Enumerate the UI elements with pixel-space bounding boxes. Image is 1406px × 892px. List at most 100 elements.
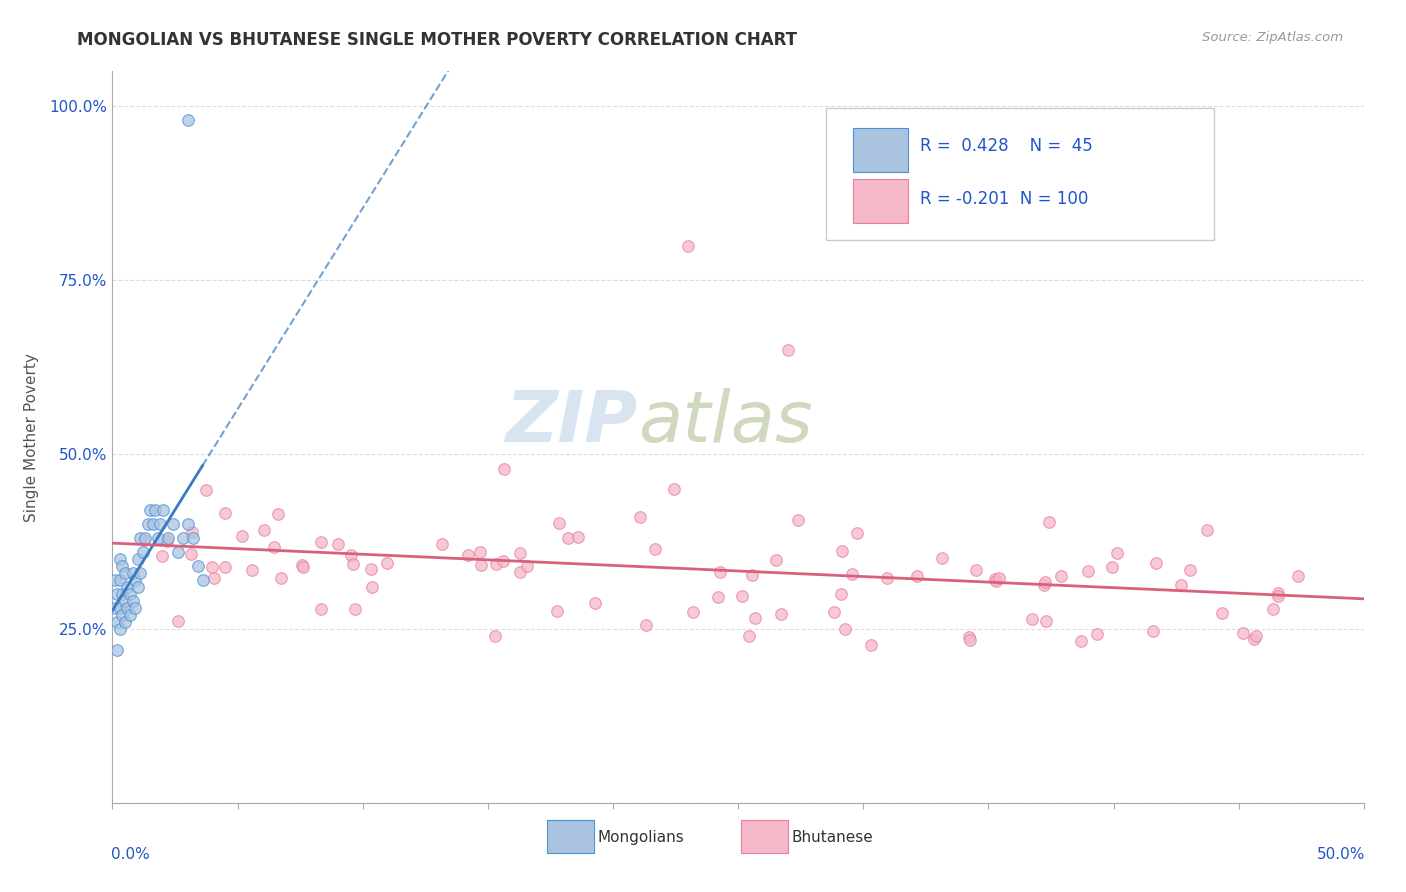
Point	[292, 560, 315, 574]
FancyBboxPatch shape	[547, 821, 595, 853]
Point	[340, 548, 363, 562]
Text: 0.0%: 0.0%	[111, 847, 150, 862]
Point	[132, 533, 155, 547]
Point	[859, 639, 882, 653]
Point	[156, 531, 179, 545]
Point	[108, 552, 131, 566]
Point	[176, 517, 198, 532]
Point	[127, 552, 149, 566]
Point	[108, 600, 131, 615]
Point	[905, 569, 928, 583]
Point	[146, 531, 169, 545]
Text: atlas: atlas	[638, 388, 813, 457]
Point	[121, 566, 143, 580]
Point	[966, 563, 988, 577]
Point	[484, 629, 506, 643]
Text: Bhutanese: Bhutanese	[792, 830, 873, 846]
Point	[1243, 632, 1265, 647]
Point	[343, 602, 366, 616]
Point	[1232, 626, 1254, 640]
Point	[191, 573, 214, 587]
Point	[149, 517, 172, 532]
Point	[1033, 575, 1056, 590]
Point	[1197, 523, 1219, 537]
Point	[987, 571, 1010, 585]
Point	[180, 547, 202, 561]
Text: MONGOLIAN VS BHUTANESE SINGLE MOTHER POVERTY CORRELATION CHART: MONGOLIAN VS BHUTANESE SINGLE MOTHER POV…	[77, 31, 797, 49]
Point	[778, 343, 800, 357]
Point	[181, 525, 204, 540]
Point	[430, 537, 453, 551]
Point	[309, 602, 332, 616]
Point	[172, 531, 194, 545]
Point	[516, 558, 538, 573]
Point	[162, 517, 184, 532]
Point	[118, 587, 141, 601]
Point	[492, 554, 515, 568]
Point	[150, 549, 173, 563]
Text: Source: ZipAtlas.com: Source: ZipAtlas.com	[1202, 31, 1343, 45]
Text: ZIP: ZIP	[506, 388, 638, 457]
Point	[676, 238, 699, 252]
Point	[1077, 564, 1099, 578]
Point	[834, 623, 856, 637]
Point	[263, 540, 285, 554]
FancyBboxPatch shape	[825, 108, 1213, 240]
Point	[1244, 630, 1267, 644]
Point	[546, 604, 568, 618]
Point	[124, 600, 146, 615]
Point	[143, 503, 166, 517]
Point	[108, 622, 131, 636]
Point	[634, 618, 657, 632]
Point	[468, 545, 491, 559]
Point	[846, 525, 869, 540]
FancyBboxPatch shape	[741, 821, 789, 853]
Point	[823, 605, 845, 619]
Point	[457, 548, 479, 562]
Point	[114, 566, 136, 580]
Point	[1038, 515, 1060, 529]
Point	[1263, 602, 1285, 616]
Point	[1033, 577, 1056, 591]
Point	[111, 558, 134, 573]
Point	[984, 574, 1007, 589]
Point	[509, 565, 531, 579]
Point	[741, 567, 763, 582]
Point	[567, 530, 589, 544]
Point	[114, 615, 136, 629]
Point	[291, 558, 314, 572]
Point	[124, 573, 146, 587]
Point	[267, 507, 290, 521]
Point	[1021, 612, 1043, 626]
Point	[509, 546, 531, 560]
Point	[326, 537, 349, 551]
Point	[121, 594, 143, 608]
Point	[1267, 586, 1289, 600]
Point	[841, 567, 863, 582]
Point	[1070, 634, 1092, 648]
Point	[709, 565, 731, 579]
Point	[360, 562, 382, 576]
Point	[485, 557, 508, 571]
Point	[548, 516, 571, 530]
Text: R = -0.201  N = 100: R = -0.201 N = 100	[920, 190, 1088, 209]
Point	[769, 607, 792, 621]
Point	[1085, 626, 1108, 640]
Text: R =  0.428    N =  45: R = 0.428 N = 45	[920, 137, 1092, 155]
Point	[201, 560, 224, 574]
Point	[107, 642, 129, 657]
Point	[104, 600, 127, 615]
Point	[361, 580, 384, 594]
Point	[744, 611, 766, 625]
Point	[494, 462, 516, 476]
Point	[253, 524, 276, 538]
Point	[136, 517, 159, 532]
Point	[114, 594, 136, 608]
Point	[583, 596, 606, 610]
Point	[167, 615, 190, 629]
Point	[108, 573, 131, 587]
Point	[644, 542, 666, 557]
Point	[876, 571, 898, 585]
Point	[129, 531, 152, 545]
Point	[831, 544, 853, 558]
